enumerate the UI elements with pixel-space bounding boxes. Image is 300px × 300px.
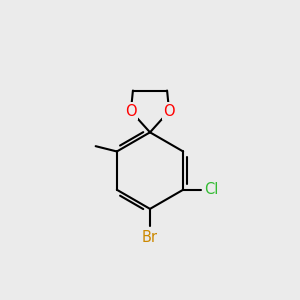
Text: Cl: Cl — [204, 182, 218, 197]
Text: O: O — [163, 103, 175, 118]
Text: O: O — [125, 103, 137, 118]
Text: Br: Br — [142, 230, 158, 244]
